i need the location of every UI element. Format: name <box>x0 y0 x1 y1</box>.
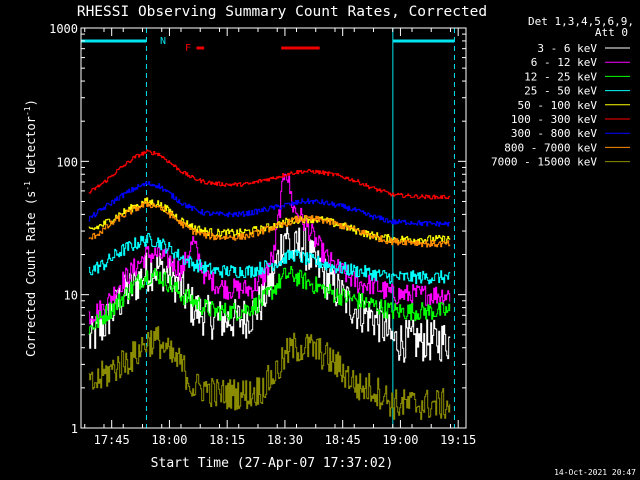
x-tick-label: 19:00 <box>382 433 418 447</box>
flare-flag-label: F <box>185 43 191 54</box>
legend-label: 3 - 6 keV <box>537 42 597 55</box>
plot-area <box>81 28 455 428</box>
series-line <box>88 227 451 363</box>
x-tick-label: 18:00 <box>151 433 187 447</box>
x-axis: 17:45 18:00 18:15 18:30 18:45 19:00 19:15 <box>84 28 476 447</box>
x-tick-label: 19:15 <box>440 433 476 447</box>
legend-label: 300 - 800 keV <box>511 127 597 140</box>
series-line <box>88 233 451 285</box>
detector-info: Det 1,3,4,5,6,9, <box>528 15 634 28</box>
y-tick-label: 10 <box>64 289 78 303</box>
x-axis-label: Start Time (27-Apr-07 17:37:02) <box>151 456 394 471</box>
y-axis-label: Corrected Count Rate (s-1 detector-1) <box>23 99 38 357</box>
legend-label: 800 - 7000 keV <box>504 141 597 154</box>
y-tick-label: 1000 <box>49 22 78 36</box>
y-tick-label: 1 <box>71 422 78 436</box>
attenuator-info: Att 0 <box>595 26 628 39</box>
legend-label: 12 - 25 keV <box>524 70 597 83</box>
plot-frame <box>80 27 467 429</box>
x-tick-label: 18:30 <box>267 433 303 447</box>
y-tick-label: 100 <box>56 155 78 169</box>
series-line <box>88 181 451 227</box>
legend-label: 6 - 12 keV <box>531 56 598 69</box>
night-flag-label: N <box>160 36 166 47</box>
x-tick-label: 18:15 <box>209 433 245 447</box>
x-tick-label: 17:45 <box>94 433 130 447</box>
legend-label: 7000 - 15000 keV <box>491 156 597 169</box>
chart-title: RHESSI Observing Summary Count Rates, Co… <box>77 4 487 20</box>
x-tick-label: 18:45 <box>325 433 361 447</box>
y-axis: 1 10 100 1000 <box>49 22 466 436</box>
series-line <box>88 149 451 200</box>
legend-label: 100 - 300 keV <box>511 113 597 126</box>
series-line <box>88 326 451 420</box>
series-line <box>88 200 451 248</box>
legend-label: 50 - 100 keV <box>518 99 598 112</box>
series-line <box>88 173 451 325</box>
series-line <box>88 266 451 335</box>
generation-timestamp: 14-Oct-2021 20:47 <box>554 468 636 477</box>
legend-label: 25 - 50 keV <box>524 85 597 98</box>
